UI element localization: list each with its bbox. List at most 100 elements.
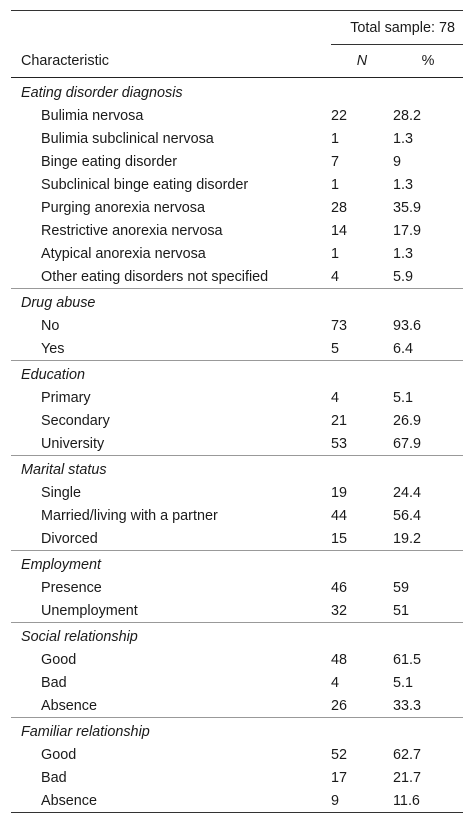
- row-label: Presence: [41, 579, 102, 596]
- row-percent-value: 62.7: [393, 746, 422, 763]
- row-label: Absence: [41, 697, 98, 714]
- table-row: Absence 26 33.3: [11, 694, 463, 718]
- row-n-value: 52: [331, 746, 348, 763]
- table-row: Restrictive anorexia nervosa 14 17.9: [11, 219, 463, 242]
- row-n-value: 4: [331, 268, 340, 285]
- group-row: Familiar relationship: [11, 717, 463, 743]
- row-n-value: 1: [331, 245, 340, 262]
- row-percent-value: 17.9: [393, 222, 422, 239]
- row-percent-value: 21.7: [393, 769, 422, 786]
- row-label: Good: [41, 651, 77, 668]
- row-percent-value: 59: [393, 579, 410, 596]
- table-row: Bulimia nervosa 22 28.2: [11, 104, 463, 127]
- total-sample-label: Total sample: 78: [331, 10, 463, 45]
- row-label: University: [41, 435, 105, 452]
- group-title: Employment: [11, 550, 463, 576]
- row-n-value: 4: [331, 674, 340, 691]
- table-row: Binge eating disorder 7 9: [11, 150, 463, 173]
- group-row: Employment: [11, 550, 463, 576]
- row-n-value: 1: [331, 176, 340, 193]
- table-row: Good 52 62.7: [11, 743, 463, 766]
- row-n-value: 32: [331, 602, 348, 619]
- table-row: Purging anorexia nervosa 28 35.9: [11, 196, 463, 219]
- row-percent-value: 26.9: [393, 412, 422, 429]
- row-n-value: 4: [331, 389, 340, 406]
- row-label: No: [41, 317, 60, 334]
- row-label: Purging anorexia nervosa: [41, 199, 205, 216]
- row-percent-value: 93.6: [393, 317, 422, 334]
- table-row: Divorced 15 19.2: [11, 527, 463, 551]
- row-n-value: 22: [331, 107, 348, 124]
- row-n-value: 9: [331, 789, 393, 813]
- row-label: Subclinical binge eating disorder: [41, 176, 249, 193]
- percent-header: %: [393, 44, 463, 78]
- table-row: Subclinical binge eating disorder 1 1.3: [11, 173, 463, 196]
- row-n-value: 44: [331, 507, 348, 524]
- row-n-value: 28: [331, 199, 348, 216]
- table-row: Primary 4 5.1: [11, 386, 463, 409]
- group-title: Eating disorder diagnosis: [21, 84, 183, 101]
- group-row: Education: [11, 360, 463, 386]
- row-percent-value: 5.9: [393, 268, 414, 285]
- table-row: Single 19 24.4: [11, 481, 463, 504]
- row-percent-value: 1.3: [393, 176, 414, 193]
- row-label: Secondary: [41, 412, 110, 429]
- row-percent-value: 35.9: [393, 199, 422, 216]
- row-label: Binge eating disorder: [41, 153, 178, 170]
- row-n-value: 48: [331, 651, 348, 668]
- row-percent-value: 9: [393, 153, 402, 170]
- table-row: Secondary 21 26.9: [11, 409, 463, 432]
- table-row: Atypical anorexia nervosa 1 1.3: [11, 242, 463, 265]
- header-row-total: Total sample: 78: [11, 10, 463, 45]
- table-row: Unemployment 32 51: [11, 599, 463, 623]
- group-title: Drug abuse: [11, 288, 463, 314]
- row-percent-value: 24.4: [393, 484, 422, 501]
- row-n-value: 7: [331, 153, 340, 170]
- row-label: Primary: [41, 389, 91, 406]
- table-row: No 73 93.6: [11, 314, 463, 337]
- row-percent-value: 56.4: [393, 507, 422, 524]
- row-percent-value: 28.2: [393, 107, 422, 124]
- characteristic-header: Characteristic: [11, 44, 331, 78]
- header-spacer: [11, 10, 331, 45]
- row-label: Yes: [41, 340, 65, 357]
- row-label: Other eating disorders not specified: [41, 268, 269, 285]
- characteristics-table: Total sample: 78 Characteristic N % Eati…: [11, 10, 463, 813]
- header-row-columns: Characteristic N %: [11, 44, 463, 78]
- row-percent-value: 19.2: [393, 530, 422, 547]
- table-row: Bulimia subclinical nervosa 1 1.3: [11, 127, 463, 150]
- n-header: N: [331, 44, 393, 78]
- row-label: Unemployment: [41, 602, 138, 619]
- row-percent-value: 1.3: [393, 245, 414, 262]
- row-label: Bad: [41, 769, 67, 786]
- row-n-value: 1: [331, 130, 340, 147]
- table-row: Good 48 61.5: [11, 648, 463, 671]
- row-n-value: 17: [331, 769, 348, 786]
- row-n-value: 14: [331, 222, 348, 239]
- row-label: Divorced: [41, 530, 98, 547]
- table-header: Total sample: 78 Characteristic N %: [11, 10, 463, 78]
- group-row: Eating disorder diagnosis: [11, 78, 463, 105]
- row-percent-value: 5.1: [393, 389, 414, 406]
- row-percent-value: 11.6: [393, 789, 463, 813]
- table-row: University 53 67.9: [11, 432, 463, 456]
- table-row: Bad 17 21.7: [11, 766, 463, 789]
- row-label: Single: [41, 484, 82, 501]
- group-row: Marital status: [11, 455, 463, 481]
- table-row: Married/living with a partner 44 56.4: [11, 504, 463, 527]
- table-row: Other eating disorders not specified 4 5.9: [11, 265, 463, 289]
- row-percent-value: 6.4: [393, 340, 414, 357]
- row-label: Good: [41, 746, 77, 763]
- group-row: Drug abuse: [11, 288, 463, 314]
- table-body: Eating disorder diagnosis Bulimia nervosa…: [11, 78, 463, 813]
- group-title: Social relationship: [11, 622, 463, 648]
- group-title: Familiar relationship: [11, 717, 463, 743]
- table-row: Yes 5 6.4: [11, 337, 463, 361]
- row-label: Bad: [41, 674, 67, 691]
- row-n-value: 26: [331, 697, 348, 714]
- table-row: Presence 46 59: [11, 576, 463, 599]
- row-n-value: 21: [331, 412, 348, 429]
- row-label: Absence: [11, 789, 331, 813]
- row-label: Atypical anorexia nervosa: [41, 245, 206, 262]
